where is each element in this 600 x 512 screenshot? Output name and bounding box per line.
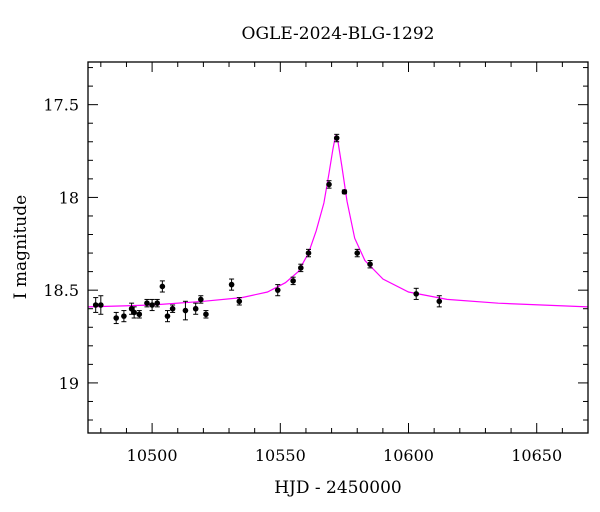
data-point [413, 291, 420, 297]
data-point [169, 305, 176, 312]
model-curve [87, 134, 589, 308]
data-point [92, 302, 99, 308]
data-point [367, 261, 373, 267]
x-axis-label: HJD - 2450000 [274, 478, 402, 498]
data-point [436, 298, 443, 305]
x-tick-label: 10550 [255, 446, 306, 465]
data-point [341, 189, 348, 195]
data-point [136, 311, 143, 318]
data-point [274, 287, 281, 293]
axis-ticks [88, 62, 589, 433]
y-tick-label: 18 [59, 188, 79, 207]
data-point [121, 313, 127, 319]
axis-tick-labels: 10500 10550 10600 10650 17.5 18 18.5 19 [43, 96, 562, 465]
data-point [354, 250, 361, 256]
data-point [305, 250, 312, 256]
data-point [326, 181, 332, 188]
data-point [144, 300, 150, 306]
data-point [290, 278, 296, 284]
y-tick-label: 18.5 [43, 281, 79, 300]
data-point [203, 311, 209, 318]
data-point [131, 309, 137, 316]
plot-frame [87, 61, 589, 434]
data-point [98, 302, 104, 308]
y-tick-label: 19 [59, 374, 79, 393]
data-points [92, 133, 443, 325]
y-tick-label: 17.5 [43, 96, 79, 115]
data-point [192, 305, 199, 312]
data-point [182, 307, 189, 314]
data-point [164, 313, 171, 319]
data-point [198, 296, 204, 303]
data-point [113, 315, 120, 321]
data-point [236, 298, 243, 305]
x-tick-label: 10650 [511, 446, 562, 465]
data-point [228, 281, 235, 288]
data-point [159, 283, 166, 290]
y-axis-label: I magnitude [11, 195, 31, 299]
x-tick-label: 10600 [383, 446, 434, 465]
data-point [333, 135, 340, 141]
data-point [149, 302, 155, 308]
chart-title: OGLE-2024-BLG-1292 [242, 24, 435, 44]
x-tick-label: 10500 [127, 446, 178, 465]
data-point [298, 265, 304, 271]
data-point [154, 300, 161, 306]
